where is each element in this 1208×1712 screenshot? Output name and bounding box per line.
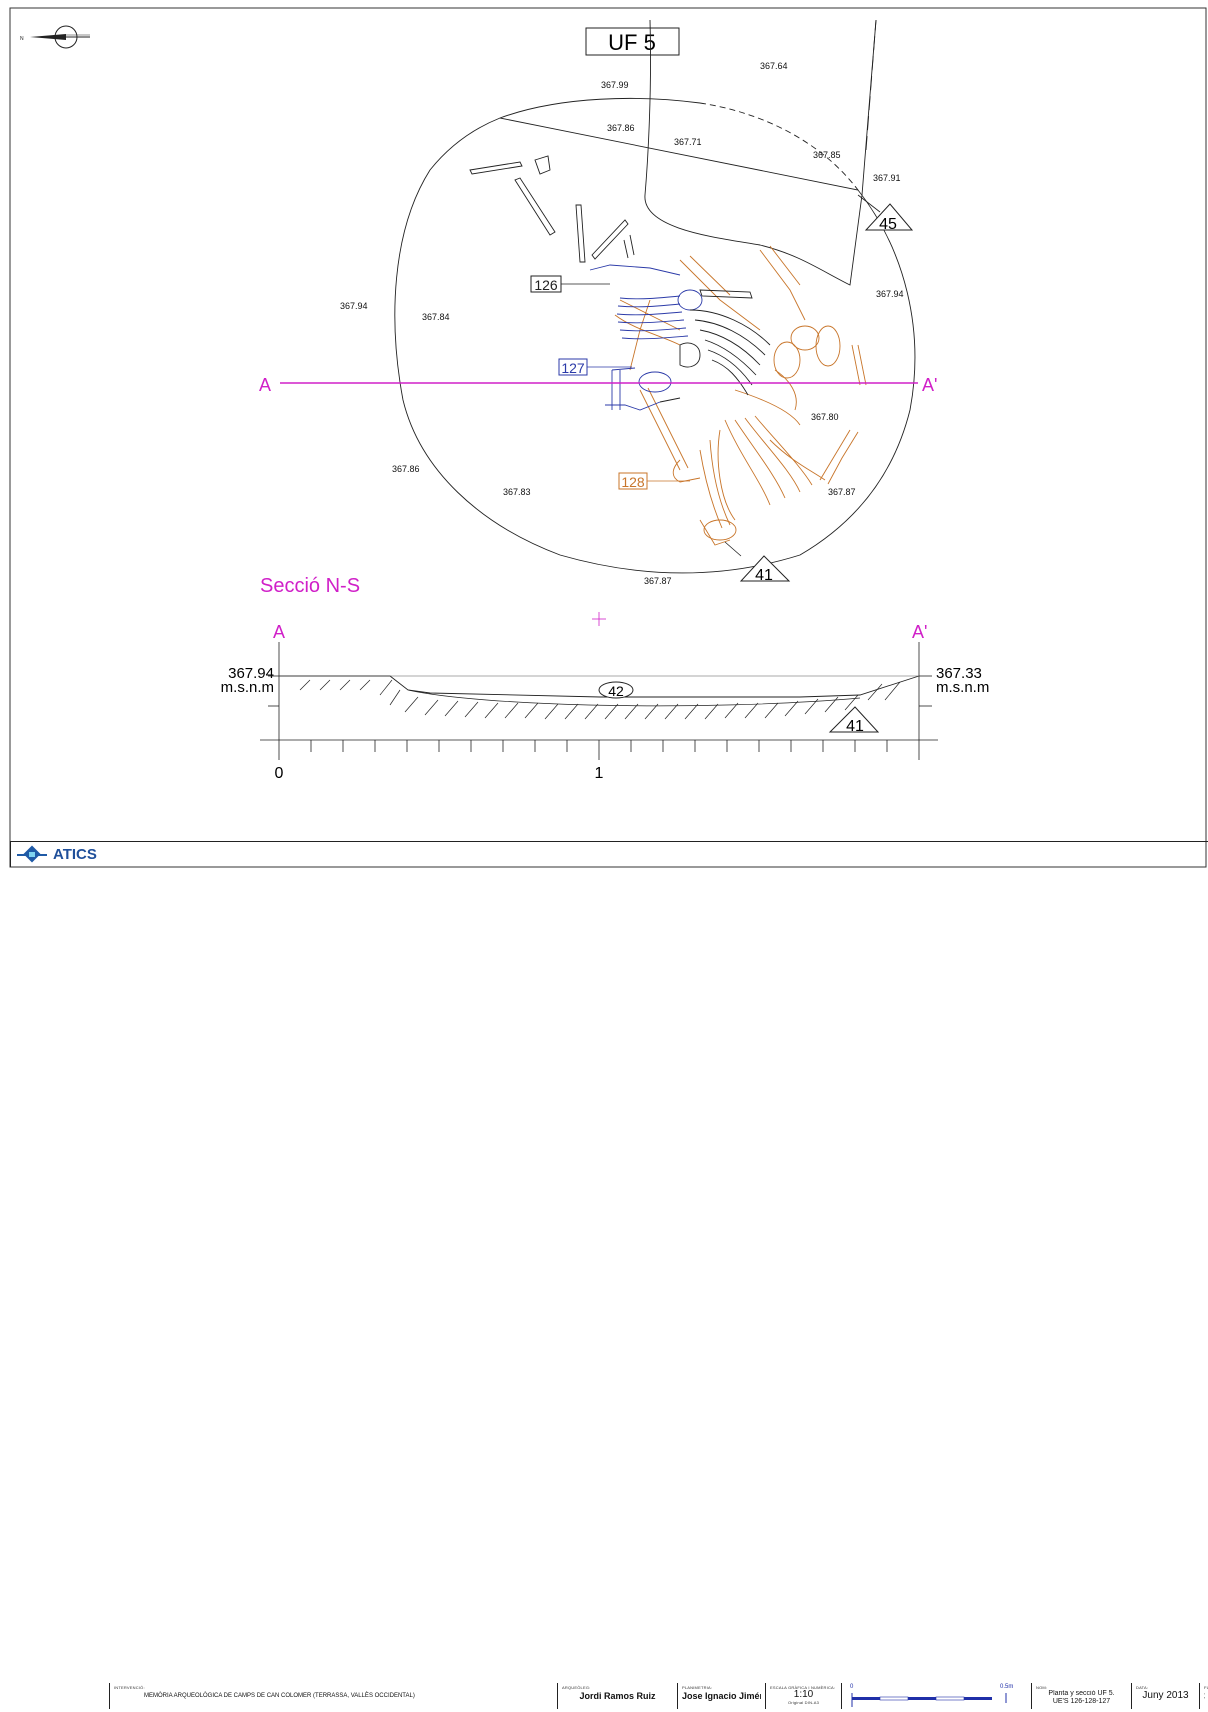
pit-outline-dashed — [699, 102, 859, 191]
unit-41-label: 41 — [755, 567, 773, 584]
elevation-label: 367.87 — [828, 487, 856, 497]
unit-45-label: 45 — [879, 216, 897, 233]
nom-value-1: Planta y secció UF 5. — [1048, 1690, 1115, 1697]
scale-ticks — [278, 740, 920, 760]
logo-text: ATICS — [53, 846, 97, 863]
escala-value: 1:10 — [793, 1690, 814, 1700]
atics-logo-icon — [17, 845, 47, 864]
elevation-label: 367.64 — [760, 61, 788, 71]
scale-label-1: 1 — [595, 765, 604, 782]
left-elevation-unit: m.s.n.m — [221, 679, 274, 696]
nom-value-2: UE'S 126-128-127 — [1052, 1698, 1111, 1705]
elevation-label: 367.85 — [813, 150, 841, 160]
fill-42-marker — [598, 681, 634, 699]
data-value: Juny 2013 — [1142, 1690, 1189, 1701]
unit-126-marker: 126 — [530, 275, 610, 293]
logo: ATICS — [11, 842, 109, 867]
elevation-label: 367.86 — [607, 123, 635, 133]
elevation-label: 367.91 — [873, 173, 901, 183]
scale-bar-end: 0.5m — [1000, 1684, 1014, 1690]
profile-hatching — [299, 679, 901, 720]
archaeological-drawing: N UF 5 367.99 367.64 367.86 367.71 367.8… — [9, 7, 1207, 868]
unit-128-label: 128 — [621, 474, 645, 490]
full-value: 3 — [1204, 1690, 1205, 1702]
fill-42-label: 42 — [608, 683, 624, 699]
intervencio-value: MEMÒRIA ARQUEOLÒGICA DE CAMPS DE CAN COL… — [144, 1693, 415, 1699]
intervencio-cell: INTERVENCIÓ: MEMÒRIA ARQUEOLÒGICA DE CAM… — [109, 1683, 557, 1709]
right-elevation-unit: m.s.n.m — [936, 679, 989, 696]
full-cell: FULL: 3 — [1199, 1683, 1208, 1709]
section-41-marker: 41 — [828, 706, 880, 735]
unit-127-label: 127 — [561, 360, 585, 376]
unit-126-label: 126 — [534, 277, 558, 293]
north-arrow-icon: N — [20, 25, 90, 49]
structure-45-dashed — [865, 19, 877, 151]
arqueoleg-cell: ARQUEÒLEG: Jordi Ramos Ruiz — [557, 1683, 677, 1709]
skeleton-126 — [469, 155, 771, 403]
section-41-label: 41 — [846, 718, 864, 735]
elevation-label: 367.86 — [392, 464, 420, 474]
elevation-label: 367.94 — [340, 301, 368, 311]
sheet-frame — [9, 7, 1207, 868]
right-elevation: 367.33 — [936, 665, 982, 682]
data-cell: DATA: Juny 2013 — [1131, 1683, 1199, 1709]
escala-cell: ESCALA GRÀFICA I NUMÈRICA: 1:10 Original… — [765, 1683, 841, 1709]
unit-128-marker: 128 — [618, 472, 690, 490]
elevation-label: 367.99 — [601, 80, 629, 90]
svg-text:N: N — [20, 36, 24, 42]
unit-45-marker: 45 — [864, 203, 914, 233]
pit-outline-top — [499, 97, 701, 119]
elevation-label: 367.94 — [876, 289, 904, 299]
arqueoleg-value: Jordi Ramos Ruiz — [579, 1691, 656, 1701]
planimetria-cell: PLANIMETRIA: Jose Ignacio Jiménez — [677, 1683, 765, 1709]
elevation-label: 367.71 — [674, 137, 702, 147]
elevation-label: 367.84 — [422, 312, 450, 322]
scale-bar-start: 0 — [850, 1684, 854, 1690]
cut-profile — [279, 675, 920, 698]
plan-title: UF 5 — [608, 30, 656, 55]
nom-cell: NOM: Planta y secció UF 5. UE'S 126-128-… — [1031, 1683, 1131, 1709]
title-block: ATICS INTERVENCIÓ: MEMÒRIA ARQUEOLÒGICA … — [10, 841, 1208, 1709]
elevation-label: 367.83 — [503, 487, 531, 497]
pit-outline — [394, 117, 916, 574]
scale-bar-cell: 0 0.5m — [841, 1683, 1031, 1709]
section-end-label: A' — [922, 375, 937, 395]
skeleton-128 — [614, 245, 867, 546]
elevation-labels: 367.99 367.64 367.86 367.71 367.85 367.9… — [340, 61, 904, 586]
escala-note: Original DIN-A3 — [787, 1700, 819, 1705]
profile-end-label: A' — [912, 622, 927, 642]
planimetria-value: Jose Ignacio Jiménez — [682, 1691, 761, 1701]
section-title: Secció N-S — [260, 575, 360, 597]
unit-41-marker: 41 — [724, 541, 791, 584]
elevation-label: 367.87 — [644, 576, 672, 586]
profile-start-label: A — [273, 622, 285, 642]
section-start-label: A — [259, 375, 271, 395]
unit-127-marker: 127 — [558, 358, 632, 376]
left-elevation: 367.94 — [228, 665, 274, 682]
plan-title-box — [585, 27, 680, 56]
elevation-label: 367.80 — [811, 412, 839, 422]
crosshair-icon — [592, 612, 606, 626]
scale-label-0: 0 — [275, 765, 284, 782]
structure-45-outline — [644, 19, 877, 286]
skeleton-127 — [589, 264, 703, 411]
